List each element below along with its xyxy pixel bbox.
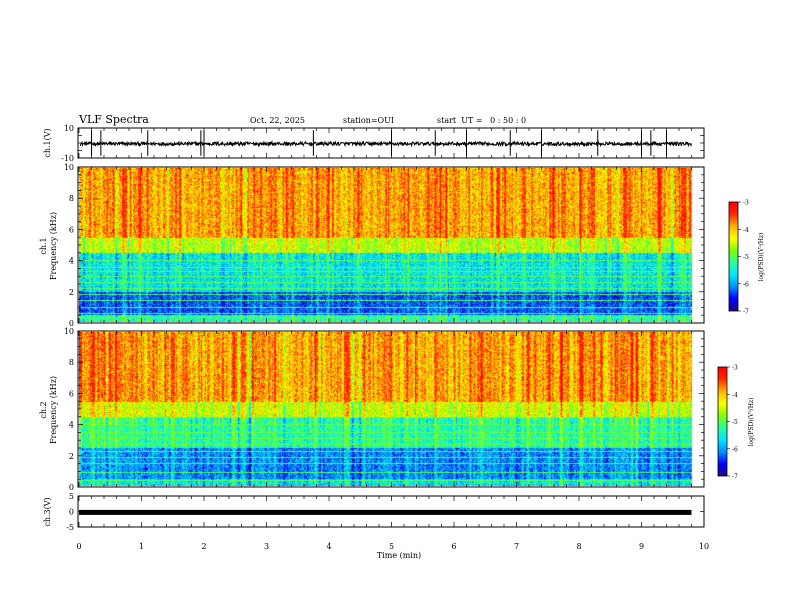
ch2-colorbar-label: log(PSD)(V²/Hz) [748,398,755,447]
ch1-spectrogram-image [79,168,693,322]
ch2-spectrogram-ytick-label: 2 [69,452,74,461]
x-axis-tick-label: 3 [264,542,269,551]
ch1-spectrogram-ytick-label: 10 [64,163,74,172]
ch2-spectrogram-ytick-label: 4 [69,421,74,430]
ch3-waveform-ytick-label: 0 [69,508,74,517]
ch2-colorbar-tick-label: -5 [732,419,738,426]
ch2-colorbar-tick-label: -6 [732,446,738,453]
start-time-label: start UT = 0 : 50 : 0 [437,116,526,125]
x-axis-tick-label: 8 [576,542,581,551]
ch1-colorbar-tick-label: -6 [743,281,749,288]
x-axis-tick-label: 7 [514,542,519,551]
ch2-colorbar-bar [717,366,728,477]
ch1-spectrogram-ytick-label: 6 [69,225,74,234]
ch1-spectrogram-ytick-label: 4 [69,257,74,266]
ch1-colorbar-label: log(PSD)(V²/Hz) [758,233,765,282]
ch1-colorbar-bar [728,201,739,312]
x-axis-tick-label: 1 [139,542,144,551]
ch1-spectrogram-ylabel-freq: Frequency (kHz) [49,212,58,280]
ch1-spectrogram-ytick-label: 0 [69,319,74,328]
x-axis-tick-label: 6 [451,542,456,551]
ch1-colorbar-tick-label: -3 [743,200,749,207]
x-axis-tick-label: 4 [326,542,331,551]
ch3-waveform-ylabel: ch.3(V) [43,497,52,526]
ch1-colorbar-tick-label: -4 [743,227,749,234]
x-axis-tick-label: 5 [389,542,394,551]
ch2-spectrogram-ylabel-freq: Frequency (kHz) [49,376,58,444]
x-axis-tick-label: 10 [699,542,709,551]
ch3-waveform-ytick-label: -5 [66,523,74,532]
ch1-waveform-panel: 10 -10 ch.1(V) [43,124,705,163]
ch3-waveform-panel: 5 0 -5 ch.3(V) [43,492,705,532]
ch2-spectrogram-ylabel-channel: ch.2 [39,401,48,418]
ch2-spectrogram-image [79,332,693,486]
x-axis-label: Time (min) [377,551,421,560]
ch2-spectrogram-ytick-label: 6 [69,389,74,398]
ch2-spectrogram-panel: 0 2 4 6 8 10 ch.2 Frequency (kHz) [39,327,705,492]
x-axis-tick-labels: 0 1 2 3 4 5 6 7 8 9 10 [76,542,709,551]
ch1-colorbar: -3 -4 -5 -6 -7 log(PSD)(V²/Hz) [728,200,765,316]
ch1-colorbar-tick-label: -7 [743,309,749,316]
ch2-spectrogram-ytick-label: 8 [69,358,74,367]
ch3-waveform-line [79,509,692,515]
ch2-spectrogram-frame [77,330,705,488]
ch2-colorbar-tick-label: -7 [732,474,738,481]
date-label: Oct. 22, 2025 [250,116,305,125]
ch1-ytick-top: 10 [64,124,74,133]
ch1-colorbar-tick-label: -5 [743,254,749,261]
ch1-spectrogram-panel: 0 2 4 6 8 10 ch.1 Frequency (kHz) [39,163,705,328]
ch2-colorbar: -3 -4 -5 -6 -7 log(PSD)(V²/Hz) [717,365,755,481]
ch1-ytick-bottom: -10 [61,154,74,163]
ch1-waveform-line [80,140,692,148]
ch2-spectrogram-ytick-label: 0 [69,483,74,492]
ch2-spectrogram-ytick-label: 10 [64,327,74,336]
ch1-spectrogram-ytick-label: 2 [69,288,74,297]
ch1-spectrogram-ytick-label: 8 [69,194,74,203]
ch2-colorbar-tick-label: -4 [732,392,738,399]
ch2-colorbar-tick-label: -3 [732,365,738,372]
ch3-waveform-frame [77,495,705,528]
station-label: station=OUI [343,116,394,125]
ch1-waveform-ylabel: ch.1(V) [43,128,52,157]
ch1-waveform-frame [77,127,705,159]
ch1-spectrogram-frame [77,166,705,324]
ch1-spectrogram-ylabel-channel: ch.1 [39,237,48,254]
figure-title: VLF Spectra [78,113,149,126]
x-axis-tick-label: 0 [76,542,81,551]
x-axis-tick-label: 9 [639,542,644,551]
x-axis-tick-label: 2 [201,542,206,551]
ch3-waveform-ytick-label: 5 [69,492,74,501]
